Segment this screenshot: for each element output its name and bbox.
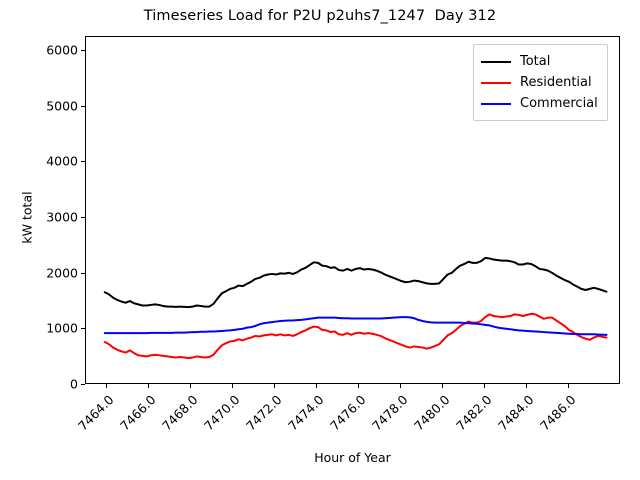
y-tick-label: 0 (70, 376, 78, 392)
legend-color-swatch (481, 60, 511, 63)
x-tick-mark (147, 384, 150, 388)
legend-color-swatch (481, 102, 511, 105)
legend-item: Total (481, 51, 598, 72)
y-tick-label: 2000 (46, 265, 78, 281)
series-line-commercial (105, 317, 607, 335)
y-tick-mark (81, 216, 85, 219)
y-tick-label: 4000 (46, 153, 78, 169)
y-tick-mark (81, 49, 85, 51)
x-tick-mark (357, 384, 359, 388)
legend-label: Total (520, 54, 551, 69)
legend-label: Residential (520, 75, 592, 90)
chart-title: Timeseries Load for P2U p2uhs7_1247 Day … (143, 8, 497, 24)
series-line-total (105, 258, 607, 307)
x-tick-mark (483, 384, 485, 388)
legend-item: Commercial (481, 93, 598, 114)
y-tick-label: 3000 (46, 209, 78, 225)
y-tick-mark (81, 161, 85, 163)
legend-color-swatch (481, 81, 511, 84)
y-tick-mark (81, 105, 85, 107)
x-tick-mark (567, 384, 569, 388)
x-tick-mark (231, 384, 233, 388)
x-tick-mark (399, 384, 401, 388)
y-tick-label: 1000 (46, 320, 78, 336)
x-tick-mark (189, 384, 191, 388)
y-axis-label: kW total (19, 191, 35, 244)
x-tick-mark (315, 384, 317, 388)
y-tick-mark (81, 328, 85, 330)
x-tick-mark (273, 384, 275, 388)
x-tick-mark (525, 384, 527, 388)
legend-label: Commercial (520, 96, 598, 111)
y-tick-mark (81, 272, 85, 274)
y-tick-mark (81, 384, 85, 386)
y-tick-label: 5000 (46, 98, 78, 114)
x-tick-mark (441, 384, 443, 388)
x-tick-mark (105, 384, 108, 388)
legend-item: Residential (481, 72, 598, 93)
chart-legend: Total Residential Commercial (473, 44, 608, 121)
series-line-residential (105, 314, 607, 358)
y-tick-label: 6000 (46, 42, 78, 58)
x-axis-label: Hour of Year (314, 450, 391, 465)
plot-svg (86, 37, 619, 383)
